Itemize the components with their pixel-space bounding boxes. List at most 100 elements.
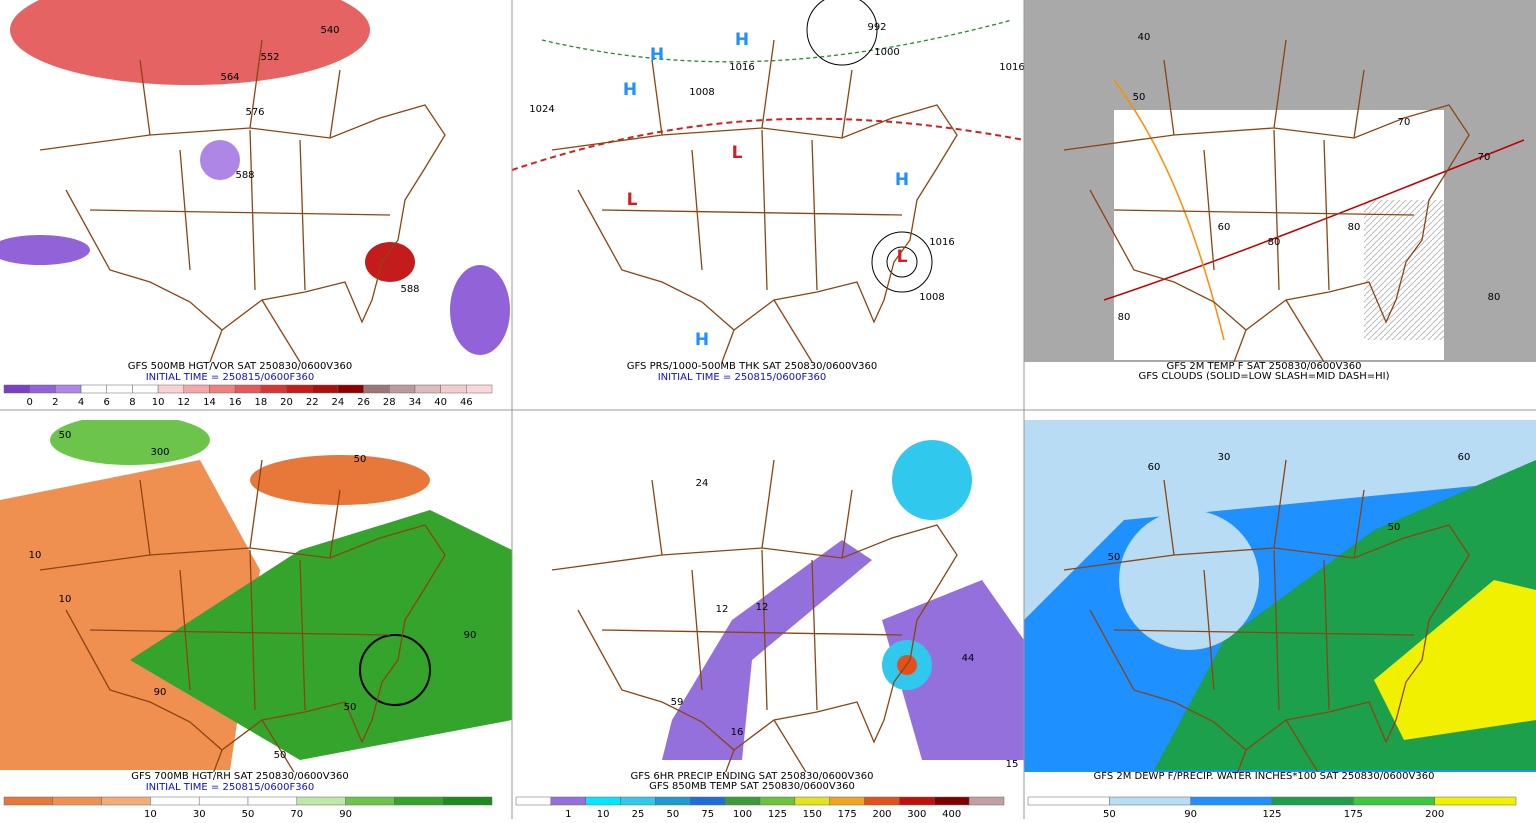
colorbar-box <box>829 796 865 806</box>
colorbar-box <box>260 384 287 394</box>
colorbar-label: 2 <box>52 397 58 408</box>
colorbar-label: 125 <box>768 809 787 819</box>
colorbar-label: 26 <box>357 397 370 408</box>
map-label: 24 <box>696 478 709 489</box>
map-label: 50 <box>1133 92 1146 103</box>
map-label: 60 <box>1458 452 1471 463</box>
colorbar-box <box>440 384 467 394</box>
map-label: 50 <box>274 750 287 761</box>
map-label: 1008 <box>919 292 944 303</box>
map-label: 588 <box>400 284 419 295</box>
colorbar-label: 50 <box>242 809 255 819</box>
map-label: 44 <box>962 653 975 664</box>
map-label: H <box>650 45 664 65</box>
caption: GFS 700MB HGT/RH SAT 250830/0600V360 <box>131 771 348 782</box>
colorbar-box <box>55 384 82 394</box>
colorbar-box <box>345 796 395 806</box>
map: 2412124424591615 <box>512 420 1024 772</box>
map-label: 1000 <box>874 47 899 58</box>
map-label: 12 <box>756 602 769 613</box>
initial-time: INITIAL TIME = 250815/0600F360 <box>146 372 315 383</box>
colorbar-box <box>286 384 313 394</box>
caption: GFS CLOUDS (SOLID=LOW SLASH=MID DASH=HI) <box>1138 371 1389 382</box>
colorbar-label: 18 <box>254 397 267 408</box>
map-label: 10 <box>29 550 42 561</box>
colorbar-label: 175 <box>1344 809 1363 819</box>
colorbar-box <box>1109 796 1191 806</box>
colorbar-label: 10 <box>152 397 165 408</box>
colorbar-box <box>389 384 416 394</box>
colorbar-label: 200 <box>872 809 891 819</box>
colorbar-box <box>655 796 691 806</box>
panel: 552 564 576 588 540 588 GFS 500MB HGT/VOR SAT … <box>0 0 512 408</box>
colorbar-label: 200 <box>1425 809 1444 819</box>
map-label: 50 <box>354 454 367 465</box>
initial-time: INITIAL TIME = 250815/0600F360 <box>658 372 827 383</box>
map-field <box>1103 139 1525 301</box>
map-label: L <box>897 247 908 267</box>
colorbar-box <box>234 384 262 394</box>
colorbar-label: 10 <box>144 809 157 819</box>
colorbar-box <box>759 796 796 806</box>
colorbar-label: 150 <box>803 809 822 819</box>
map-label: 564 <box>220 72 239 83</box>
map-label: 1016 <box>729 62 754 73</box>
map-label: 552 <box>260 52 279 63</box>
map-field <box>250 455 430 505</box>
caption: GFS 2M DEWP F/PRECIP. WATER INCHES*100 S… <box>1094 771 1435 782</box>
map-label: 50 <box>1388 522 1401 533</box>
map-label: 16 <box>731 727 744 738</box>
colorbar-box <box>968 796 1005 806</box>
colorbar-label: 70 <box>290 809 303 819</box>
map-label: 300 <box>150 447 169 458</box>
colorbar-label: 75 <box>701 809 714 819</box>
colorbar-box <box>1027 796 1110 806</box>
colorbar-box <box>864 796 900 806</box>
colorbar-box <box>585 796 621 806</box>
map-field <box>662 540 872 760</box>
caption: GFS 6HR PRECIP ENDING SAT 250830/0600V36… <box>631 771 874 782</box>
map-field <box>806 0 878 66</box>
colorbar-box <box>183 384 210 394</box>
map-field <box>200 140 240 180</box>
colorbar-box <box>150 796 200 806</box>
map-label: 540 <box>320 25 339 36</box>
initial-time: INITIAL TIME = 250815/0600F360 <box>146 782 315 793</box>
map-field <box>450 265 510 355</box>
map-label: 80 <box>1348 222 1361 233</box>
colorbar-box <box>3 384 30 394</box>
map-label: 90 <box>154 687 167 698</box>
colorbar-label: 90 <box>339 809 352 819</box>
colorbar-label: 28 <box>383 397 396 408</box>
map-label: L <box>627 190 638 210</box>
colorbar-box <box>337 384 364 394</box>
colorbar-label: 400 <box>942 809 961 819</box>
map-background <box>512 0 1024 362</box>
colorbar-box <box>550 796 586 806</box>
map-label: 1024 <box>529 104 554 115</box>
map-label: 60 <box>1148 462 1161 473</box>
colorbar-label: 4 <box>78 397 84 408</box>
panel: HHHHLLLH1016100810241000101610081016992G… <box>512 0 1024 383</box>
colorbar-box <box>363 384 390 394</box>
panel: 2412124424591615GFS 6HR PRECIP ENDING SA… <box>512 420 1024 820</box>
map-label: 50 <box>59 430 72 441</box>
map-label: 576 <box>245 107 264 118</box>
colorbar-box <box>414 384 441 394</box>
colorbar-label: 30 <box>193 809 206 819</box>
map-label: 50 <box>1108 552 1121 563</box>
colorbar-label: 10 <box>597 809 610 819</box>
map-field <box>1374 580 1536 740</box>
map-label: 588 <box>235 170 254 181</box>
colorbar-box <box>106 384 133 394</box>
colorbar-box <box>157 384 185 394</box>
colorbar-box <box>934 796 970 806</box>
colorbar-label: 0 <box>26 397 32 408</box>
map-field <box>882 580 1024 760</box>
map-label: 1016 <box>929 237 954 248</box>
map-label: 80 <box>1118 312 1131 323</box>
colorbar-label: 22 <box>306 397 319 408</box>
